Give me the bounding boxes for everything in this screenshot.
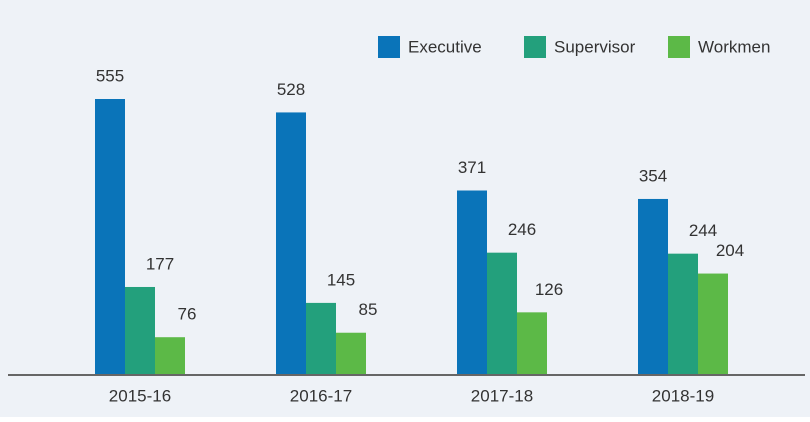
bar (668, 253, 698, 375)
data-label: 528 (277, 80, 305, 99)
bar (155, 337, 185, 375)
data-label: 177 (146, 254, 174, 273)
bar (125, 286, 155, 375)
data-label: 145 (327, 270, 355, 289)
bar (95, 99, 125, 375)
bar (638, 198, 668, 375)
x-tick-label: 2015-16 (109, 386, 171, 405)
data-label: 76 (178, 305, 197, 324)
legend-label: Workmen (698, 37, 770, 56)
bar (336, 332, 366, 375)
x-tick-label: 2016-17 (290, 386, 352, 405)
data-label: 126 (535, 280, 563, 299)
bar (517, 312, 547, 375)
bar (487, 252, 517, 375)
legend-label: Supervisor (554, 37, 636, 56)
x-tick-label: 2018-19 (652, 386, 714, 405)
x-tick-label: 2017-18 (471, 386, 533, 405)
data-label: 244 (689, 221, 717, 240)
data-label: 555 (96, 66, 124, 85)
bar (698, 273, 728, 375)
bar (276, 112, 306, 375)
data-label: 246 (508, 220, 536, 239)
bar (457, 190, 487, 375)
data-label: 85 (359, 300, 378, 319)
data-label: 204 (716, 241, 744, 260)
legend-label: Executive (408, 37, 482, 56)
legend-swatch (524, 36, 546, 58)
data-label: 371 (458, 158, 486, 177)
legend-swatch (668, 36, 690, 58)
bar (306, 302, 336, 375)
data-label: 354 (639, 166, 667, 185)
legend-swatch (378, 36, 400, 58)
